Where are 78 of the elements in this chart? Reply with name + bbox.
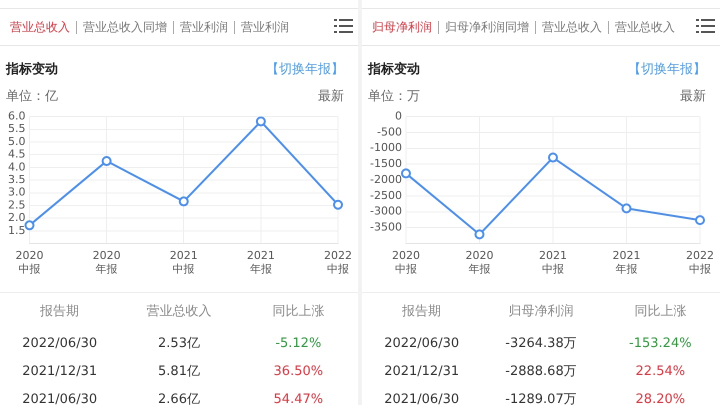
x-tick-label: 2020 年报 [465, 249, 494, 276]
point [621, 203, 632, 214]
text: -5.12% [274, 336, 322, 350]
text: 2021/12/31 [21, 364, 98, 378]
text: 5.81亿 [157, 363, 201, 380]
y-tick-label: 0 [394, 109, 402, 122]
x-tick-label: 2021 中报 [170, 249, 198, 276]
text: 2021/06/30 [383, 392, 460, 405]
text: 22.54% [634, 364, 686, 378]
x-tick-label: 2022 中报 [324, 249, 352, 276]
y-tick-label: -2500 [370, 188, 402, 202]
point [24, 220, 34, 230]
y-tick-label: -500 [376, 125, 402, 138]
text: 营业总收入 [145, 303, 212, 320]
x-tick-label: 2021 中报 [538, 249, 567, 276]
y-tick-label: -3500 [370, 220, 402, 234]
text: 54.47% [272, 392, 324, 405]
x-tick-label: 2021 年报 [246, 249, 275, 276]
point [695, 215, 706, 226]
text: 营业总收入同增 [76, 20, 167, 34]
y-tick-label: 1.5 [8, 224, 26, 237]
point [333, 200, 344, 210]
y-tick-label: 2.0 [8, 211, 26, 224]
text: 28.20% [634, 392, 686, 405]
text: 最新 [680, 88, 706, 105]
y-tick-label: 4.0 [8, 160, 26, 174]
text: 【切换年报】 [628, 61, 706, 78]
text: 报告期 [39, 303, 80, 320]
text: 36.50% [272, 364, 324, 378]
text: 【切换年报】 [266, 61, 344, 78]
text: -153.24% [628, 336, 693, 350]
y-tick-label: 5.5 [8, 122, 26, 136]
text: 2022/06/30 [21, 336, 98, 350]
y-tick-label: 2.5 [8, 198, 26, 212]
text: 报告期 [401, 303, 442, 320]
text: 2022/06/30 [383, 336, 460, 350]
y-tick-label: -2000 [370, 172, 402, 186]
text: -1289.07万 [504, 391, 578, 405]
point [400, 168, 411, 178]
x-tick-label: 2020 中报 [392, 249, 420, 276]
y-axis-title: 单位：亿 [6, 88, 58, 105]
point [548, 152, 558, 163]
point [102, 156, 112, 166]
point [474, 229, 484, 240]
text: -3264.38万 [504, 335, 578, 352]
point [256, 116, 266, 126]
y-tick-label: -1500 [370, 157, 402, 170]
y-axis-title: 单位：万 [368, 88, 420, 105]
y-tick-label: 3.0 [8, 186, 26, 199]
text: 归母净利润 [507, 303, 574, 320]
text: 2.53亿 [157, 335, 201, 352]
text: 2021/12/31 [383, 364, 460, 378]
text: 营业总收入 [535, 20, 602, 34]
chart-title: 指标变动 [6, 60, 58, 78]
x-tick-label: 2020 年报 [92, 249, 121, 276]
y-tick-label: 3.5 [8, 172, 26, 186]
y-tick-label: 4.5 [8, 148, 26, 161]
x-tick-label: 2022 中报 [686, 249, 714, 276]
y-tick-label: 5.0 [8, 134, 26, 148]
text: 2021/06/30 [21, 392, 98, 405]
point [178, 196, 189, 206]
text: 营业利润 [173, 20, 228, 34]
text: 营业总收入 [10, 18, 70, 36]
text: 同比上涨 [633, 303, 688, 320]
text: 营业总收入 [608, 20, 675, 34]
text: 归母净利润 [372, 18, 432, 36]
text: -2888.68万 [504, 363, 578, 380]
x-tick-label: 2021 年报 [612, 249, 640, 276]
y-tick-label: -1000 [370, 141, 402, 154]
y-tick-label: 6.0 [8, 109, 26, 122]
text: 营业利润 [234, 20, 289, 34]
text: 同比上涨 [271, 303, 326, 320]
chart-title: 指标变动 [368, 60, 420, 78]
y-tick-label: -3000 [370, 204, 402, 218]
x-tick-label: 2020 中报 [15, 249, 44, 276]
text: 最新 [318, 88, 344, 105]
text: 2.66亿 [157, 391, 201, 405]
text: 归母净利润同增 [438, 20, 529, 34]
